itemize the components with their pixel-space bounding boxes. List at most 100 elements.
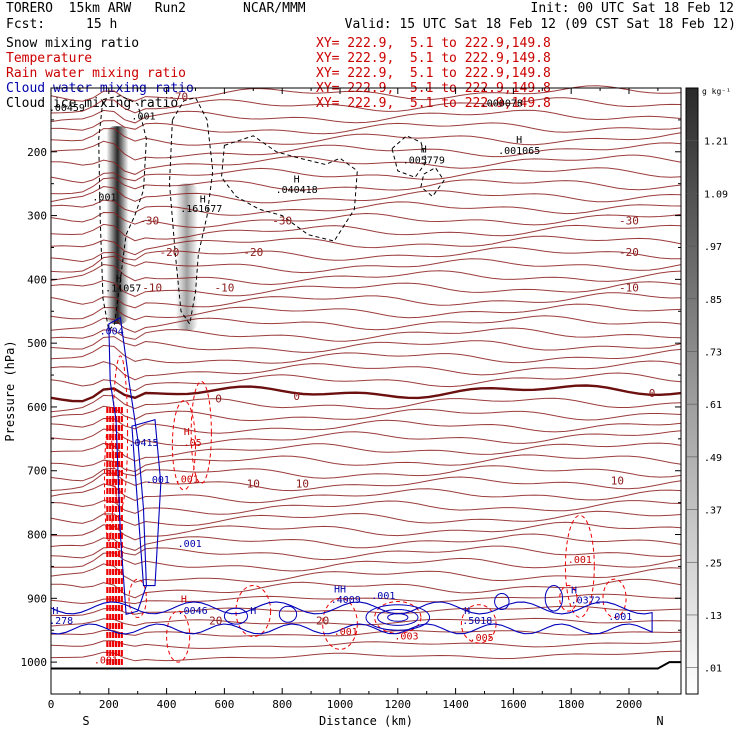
extremum-label: .161677 [180,204,222,215]
extremum-label: .5018 [462,616,492,627]
colorbar-label: .49 [704,453,722,464]
isotherm [50,454,682,473]
extremum-label: .0372 [571,596,601,607]
y-tick-label: 600 [27,401,47,414]
variable-name: Rain water mixing ratio [6,66,187,81]
isotherm [50,336,682,353]
temperature-label: -30 [139,215,159,228]
ice-contour [98,95,147,332]
variable-name: Temperature [6,51,93,66]
temperature-label: 0 [649,387,656,400]
variable-xy: XY= 222.9, 5.1 to 222.9,149.8 [316,36,551,51]
x-axis-label: Distance (km) [319,714,413,728]
isotherm [50,140,682,161]
isotherm [50,303,682,321]
extremum-label: .001 [131,111,155,122]
x-tick-label: 200 [99,698,119,711]
extremum-label: .001 [92,192,116,203]
y-tick-label: 700 [27,465,47,478]
y-tick-label: 300 [27,210,47,223]
variable-name: Cloud water mixing ratio [6,81,194,96]
cloud-water-contour [387,613,409,622]
extremum-label: .040418 [276,185,318,196]
isotherm [50,235,682,256]
isotherm [50,428,682,447]
temperature-label: -30 [619,215,639,228]
extremum-label: .0046 [178,606,208,617]
extremum-label: .001065 [498,146,540,157]
isotherm [50,499,682,515]
rain-contour [128,578,147,618]
south-label: S [82,714,89,728]
isotherm [50,521,682,541]
isotherms [50,85,682,662]
isotherm [50,109,682,124]
rain-contour [602,578,627,618]
colorbar-label: .13 [704,611,722,622]
cloud-water-contour [223,607,249,625]
extremum-label: H [184,427,190,438]
isotherm [50,185,682,204]
temperature-label: 10 [296,477,309,490]
isotherm [50,465,682,482]
isotherm [50,629,682,637]
temperature-label: -20 [160,246,180,259]
contour-labels: -70-30 -30 -30-20 -20 -20-10 -10 -100 0 010 10 102… [49,90,656,666]
isotherm [50,617,682,627]
isotherm [50,279,682,297]
snow-shading [106,126,198,331]
extremum-label: H [52,606,58,617]
x-tick-label: 1800 [558,698,585,711]
extremum-label: .005779 [403,155,445,166]
extremum-label: .001 [371,591,395,602]
isotherm [50,650,682,662]
x-tick-label: 600 [214,698,234,711]
extremum-label: HH [334,585,346,596]
rain-contour [559,585,578,612]
y-tick-label: 500 [27,337,47,350]
axes: 0 200 400 600 800 1000 1200 1400 1600 1800 2000200… [3,87,682,728]
x-tick-label: 1600 [500,698,527,711]
y-axis-label: Pressure (hPa) [3,340,17,441]
cloud-water-contour [377,608,419,626]
extremum-label: .0415 [128,438,158,449]
init-time: Init: 00 UTC Sat 18 Feb 12 [530,1,735,16]
isotherm [50,223,682,242]
colorbar-label: .97 [704,242,722,253]
extremum-label: H [181,594,187,605]
cloud-water-contour [131,418,162,587]
variable-xy: XY= 222.9, 5.1 to 222.9,149.8 [316,66,551,81]
extremum-label: .005 [470,633,494,644]
temperature-label: 10 [247,477,260,490]
snow-shade [106,126,129,325]
rain-contour [103,425,114,542]
rain-contour [235,585,272,638]
x-tick-label: 0 [48,698,55,711]
variable-xy: XY= 222.9, 5.1 to 222.9,149.8 [316,96,551,111]
extremum-label: H [106,467,112,478]
extremum-label: .001 [146,475,170,486]
y-tick-label: 800 [27,529,47,542]
x-tick-label: 1400 [442,698,469,711]
isotherm [50,442,682,462]
rain-contour [171,400,196,491]
extremum-label: .001 [568,555,592,566]
temperature-label: -10 [214,282,234,295]
colorbar: .01 .13 .25 .37 .49 .61 .73 .85 .97 1.09 1.21 g kg⁻… [685,87,731,695]
center-name: NCAR/MMM [243,1,306,16]
temperature-label: 0 [293,390,300,403]
isotherm [50,472,682,492]
x-tick-label: 1200 [385,698,412,711]
plot-frame [50,87,682,695]
isotherm [50,533,682,551]
cloud-water-contour [494,593,510,610]
variable-xy: XY= 222.9, 5.1 to 222.9,149.8 [316,51,551,66]
colorbar-bar [685,87,699,695]
rain-contour [112,355,129,510]
y-tick-label: 400 [27,273,47,286]
isotherm [50,128,682,146]
variable-xy: XY= 222.9, 5.1 to 222.9,149.8 [316,81,551,96]
temperature-label: -20 [243,246,263,259]
y-tick-label: 200 [27,146,47,159]
isotherm [50,167,682,184]
